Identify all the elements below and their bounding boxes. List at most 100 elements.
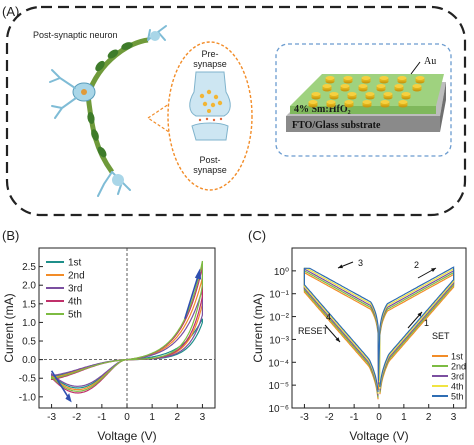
electrode-top: [412, 84, 422, 88]
panel-c-xlabel: Voltage (V): [349, 429, 408, 443]
panel-b: (B) -3 -2 -1 0 1 2 3 -1.0 -0.5 0.0 0.5 1.0 1.5 2.0 2.5…: [2, 228, 216, 443]
electrode-top: [380, 100, 390, 104]
substrate-label: FTO/Glass substrate: [292, 120, 381, 131]
panel-c-annot-2: 2: [414, 260, 419, 270]
panel-b-arrowhead-set: [194, 268, 202, 280]
panel-b-xtick-label: 2: [175, 412, 181, 423]
panel-b-arrow-set: [184, 273, 200, 319]
panel-b-xtick-label: 3: [200, 412, 206, 423]
panel-b-xtick-label: -3: [47, 412, 56, 423]
electrode-top: [394, 84, 404, 88]
panel-c-annot-reset: RESET: [298, 326, 329, 336]
panel-c-series-5th: [303, 266, 455, 393]
electrode-top: [383, 92, 393, 96]
device-illustration: 4% Sm:HfO₂ FTO/Glass substrate Au: [275, 43, 452, 157]
panel-c-legend-label: 5th: [451, 392, 464, 402]
panel-c-ylabel: Current (mA): [251, 293, 265, 362]
electrode-top: [398, 100, 408, 104]
electrode-top: [344, 100, 354, 104]
panel-b-ytick-label: -1.0: [19, 392, 37, 403]
post-synapse-line2: synapse: [193, 165, 227, 175]
panel-b-xtick-label: 0: [124, 412, 130, 423]
panel-b-legend-label: 1st: [68, 258, 82, 269]
panel-c-legend-label: 1st: [451, 352, 464, 362]
electrode-top: [329, 92, 339, 96]
panel-c-xtick-label: 0: [376, 412, 382, 423]
panel-c-xtick-label: 1: [401, 412, 407, 423]
panel-c-series-3rd: [303, 267, 455, 396]
electrode-label: Au: [424, 56, 436, 67]
electrode-top: [347, 92, 357, 96]
electrode-top: [308, 100, 318, 104]
panel-c-ytick-label: 10⁻¹: [269, 290, 289, 301]
panel-b-ytick-label: 0.5: [22, 337, 36, 348]
panel-b-xlabel: Voltage (V): [97, 429, 156, 443]
electrode-top: [401, 92, 411, 96]
pre-synapse-line1: Pre-: [201, 49, 218, 59]
electrode-top: [397, 76, 407, 80]
panel-c-annot-4: 4: [326, 312, 331, 322]
electrode-top: [343, 76, 353, 80]
panel-b-legend-label: 2nd: [68, 271, 85, 282]
panel-c-ytick-label: 10⁻⁴: [268, 358, 289, 369]
panel-c-ytick-label: 10⁻⁶: [268, 404, 289, 415]
panel-c-arrow-4-head: [335, 337, 340, 342]
panel-c-legend-label: 4th: [451, 382, 464, 392]
panel-c-xtick-label: -1: [350, 412, 359, 423]
neuron-label: Post-synaptic neuron: [33, 30, 118, 40]
panel-c-ytick-label: 10⁰: [274, 267, 289, 278]
panel-b-ytick-label: 0.0: [22, 355, 36, 366]
film-label: 4% Sm:HfO₂: [294, 104, 351, 115]
electrode-top: [326, 100, 336, 104]
panel-c-legend-label: 2nd: [451, 362, 466, 372]
panel-c-series-1st: [303, 271, 455, 400]
post-synapse-line1: Post-: [199, 155, 220, 165]
neuron-illustration: Post-synaptic neuron: [33, 25, 167, 197]
panel-b-label: (B): [2, 228, 19, 243]
electrode-top: [322, 84, 332, 88]
panel-b-legend-label: 5th: [68, 310, 82, 321]
panel-a-label: (A): [2, 4, 19, 19]
panel-c-xtick-label: -3: [300, 412, 309, 423]
pre-synapse-line2: synapse: [193, 59, 227, 69]
panel-c-label: (C): [248, 228, 266, 243]
panel-c-ytick-label: 10⁻⁵: [268, 381, 289, 392]
electrode-top: [325, 76, 335, 80]
panel-c-xtick-label: -2: [325, 412, 334, 423]
panel-c-legend-label: 3rd: [451, 372, 464, 382]
electrode-top: [415, 76, 425, 80]
panel-b-ytick-label: -0.5: [19, 374, 37, 385]
electrode-top: [376, 84, 386, 88]
electrode-top: [365, 92, 375, 96]
panel-c-ytick-label: 10⁻³: [269, 335, 289, 346]
panel-b-arrowhead-reset: [65, 393, 72, 403]
electrode-top: [362, 100, 372, 104]
panel-b-xtick-label: -1: [97, 412, 106, 423]
panel-c-arrow-1-head: [417, 312, 422, 317]
panel-b-ytick-label: 2.5: [22, 262, 36, 273]
panel-b-legend-label: 4th: [68, 297, 82, 308]
panel-c-annot-1: 1: [424, 318, 429, 328]
panel-b-ytick-label: 2.0: [22, 281, 36, 292]
panel-c-ytick-label: 10⁻²: [269, 313, 289, 324]
panel-c-arrow-2-head: [431, 268, 436, 272]
panel-c-xtick-label: 3: [451, 412, 457, 423]
panel-c-series-2nd: [303, 269, 455, 398]
electrode-top: [379, 76, 389, 80]
panel-a-frame: [5, 5, 467, 217]
panel-c-xtick-label: 2: [426, 412, 432, 423]
panel-b-arrow-reset: [50, 370, 70, 400]
panel-a: (A) Post-synaptic neuron: [2, 4, 467, 217]
panel-b-ylabel: Current (mA): [2, 293, 16, 362]
panel-b-ytick-label: 1.0: [22, 318, 36, 329]
panel-c-arrow-3-head: [338, 264, 343, 269]
electrode-top: [311, 92, 321, 96]
panel-b-series-5th: [51, 260, 203, 392]
electrode-top: [340, 84, 350, 88]
panel-c-annot-3: 3: [358, 258, 363, 268]
panel-c-series-4th: [303, 267, 455, 394]
panel-b-ytick-label: 1.5: [22, 299, 36, 310]
panel-b-xtick-label: 1: [149, 412, 155, 423]
panel-b-legend-label: 3rd: [68, 284, 82, 295]
